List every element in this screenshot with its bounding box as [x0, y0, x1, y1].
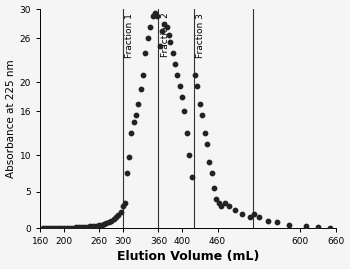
Point	[286, 222, 291, 227]
Point	[211, 186, 217, 190]
Point	[232, 208, 238, 212]
Point	[202, 131, 208, 135]
Point	[108, 219, 114, 223]
Point	[43, 226, 49, 230]
Point	[104, 221, 109, 225]
Point	[79, 225, 84, 229]
Point	[206, 160, 212, 165]
Point	[170, 51, 175, 55]
Point	[157, 43, 162, 48]
Point	[199, 113, 205, 117]
Point	[113, 215, 119, 220]
Point	[216, 200, 222, 205]
Point	[133, 113, 139, 117]
Point	[214, 197, 219, 201]
Point	[52, 225, 58, 230]
Point	[177, 84, 183, 88]
Point	[218, 204, 224, 208]
Point	[154, 14, 160, 19]
Point	[162, 22, 167, 26]
Point	[40, 226, 46, 230]
Point	[145, 36, 150, 40]
Point	[106, 220, 112, 225]
Point	[82, 225, 88, 229]
Point	[168, 40, 173, 44]
Point	[209, 171, 215, 176]
Point	[118, 210, 124, 214]
Point	[46, 226, 52, 230]
Point	[85, 225, 90, 229]
Point	[327, 225, 333, 230]
Point	[140, 73, 146, 77]
Point	[166, 33, 172, 37]
Point	[187, 153, 192, 157]
Point	[143, 51, 148, 55]
Point	[256, 215, 262, 220]
Point	[99, 222, 105, 227]
Point	[189, 175, 194, 179]
Point	[61, 225, 67, 230]
Point	[247, 215, 252, 220]
Point	[97, 223, 102, 228]
Point	[111, 217, 116, 222]
Text: Fraction 1: Fraction 1	[125, 13, 134, 58]
Point	[172, 62, 178, 66]
Point	[204, 142, 210, 146]
Point	[101, 222, 107, 226]
Point	[67, 225, 72, 230]
Point	[175, 73, 180, 77]
Point	[76, 225, 82, 229]
Point	[150, 14, 155, 19]
Point	[159, 29, 165, 33]
Point	[182, 109, 187, 114]
Point	[91, 224, 96, 228]
Y-axis label: Absorbance at 225 nm: Absorbance at 225 nm	[6, 59, 15, 178]
Point	[128, 131, 134, 135]
Point	[88, 224, 93, 229]
Point	[274, 220, 280, 225]
Point	[195, 84, 200, 88]
Point	[138, 87, 144, 91]
Point	[152, 10, 158, 15]
Point	[124, 171, 130, 176]
Point	[265, 219, 271, 223]
Point	[303, 224, 309, 228]
Point	[116, 213, 121, 217]
Point	[251, 211, 257, 216]
Point	[120, 204, 126, 208]
Point	[58, 225, 64, 230]
Text: Fraction 2: Fraction 2	[161, 13, 170, 58]
Point	[226, 204, 232, 208]
Point	[64, 225, 70, 230]
Point	[126, 154, 132, 159]
Point	[315, 225, 321, 229]
Point	[73, 225, 78, 229]
Point	[55, 225, 61, 230]
Point	[49, 225, 55, 230]
Point	[147, 25, 153, 30]
Point	[193, 73, 198, 77]
Point	[184, 131, 190, 135]
Point	[70, 225, 76, 230]
X-axis label: Elution Volume (mL): Elution Volume (mL)	[117, 250, 259, 263]
Point	[122, 200, 128, 205]
Text: Fraction 3: Fraction 3	[196, 13, 205, 58]
Point	[240, 211, 245, 216]
Point	[179, 95, 185, 99]
Point	[135, 102, 141, 106]
Point	[222, 200, 228, 205]
Point	[164, 25, 169, 30]
Point	[131, 120, 136, 125]
Point	[93, 224, 99, 228]
Point	[197, 102, 203, 106]
